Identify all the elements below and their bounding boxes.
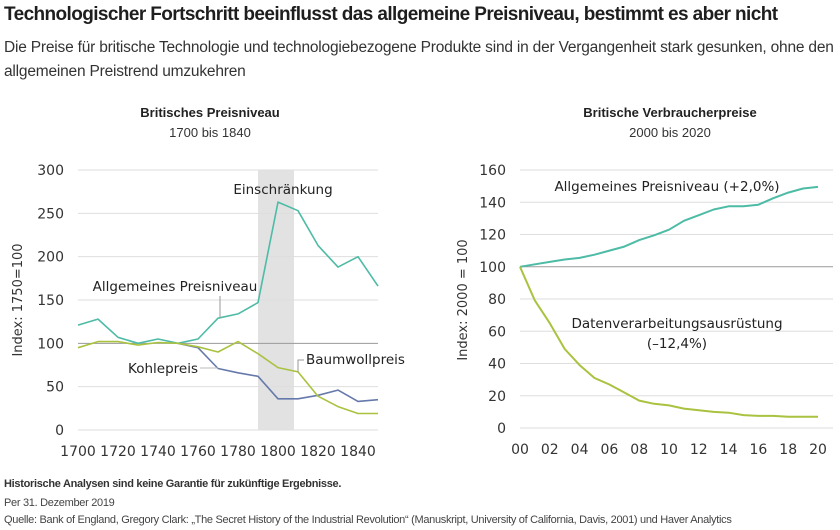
x-tick-label: 02 bbox=[541, 442, 559, 458]
footer-disclaimer: Historische Analysen sind keine Garantie… bbox=[4, 478, 342, 490]
label-data-processing-equipment: Datenverarbeitungsausrüstung bbox=[571, 316, 782, 332]
x-tick-label: 04 bbox=[571, 442, 589, 458]
x-tick-label: 20 bbox=[809, 442, 827, 458]
y-tick-label: 200 bbox=[37, 250, 64, 266]
label-restriction: Einschränkung bbox=[233, 182, 332, 198]
label-general-price-level-right: Allgemeines Preisniveau (+2,0%) bbox=[554, 179, 779, 195]
x-tick-label: 1760 bbox=[180, 444, 216, 460]
label-coal-price: Kohlepreis bbox=[128, 361, 198, 377]
y-tick-label: 150 bbox=[37, 293, 64, 309]
y-tick-label: 120 bbox=[479, 228, 506, 244]
label-general-price-level: Allgemeines Preisniveau bbox=[93, 279, 258, 295]
x-tick-label: 12 bbox=[690, 442, 708, 458]
y-tick-label: 0 bbox=[55, 423, 64, 439]
label-data-processing-change: (–12,4%) bbox=[647, 336, 707, 352]
x-tick-label: 1840 bbox=[340, 444, 376, 460]
x-tick-label: 00 bbox=[511, 442, 529, 458]
x-tick-label: 16 bbox=[749, 442, 767, 458]
x-tick-label: 1720 bbox=[100, 444, 136, 460]
y-tick-label: 60 bbox=[488, 324, 506, 340]
left-chart-subtitle: 1700 bis 1840 bbox=[169, 125, 251, 140]
x-tick-label: 18 bbox=[779, 442, 797, 458]
x-tick-label: 1740 bbox=[140, 444, 176, 460]
y-tick-label: 100 bbox=[479, 260, 506, 276]
x-tick-label: 1800 bbox=[260, 444, 296, 460]
y-tick-label: 50 bbox=[46, 380, 64, 396]
y-tick-label: 160 bbox=[479, 163, 506, 179]
right-chart: 0 20 40 60 80 100 120 140 160 00 02 04 06 08 10 12 14 16 1… bbox=[456, 163, 833, 458]
series-line-2 bbox=[77, 340, 378, 415]
y-tick-label: 80 bbox=[488, 292, 506, 308]
footer-source: Quelle: Bank of England, Gregory Clark: … bbox=[4, 514, 732, 526]
left-chart-title: Britisches Preisniveau bbox=[140, 105, 280, 120]
x-tick-label: 1780 bbox=[220, 444, 256, 460]
y-tick-label: 100 bbox=[37, 336, 64, 352]
y-tick-label: 40 bbox=[488, 357, 506, 373]
y-tick-label: 300 bbox=[37, 163, 64, 179]
x-tick-label: 06 bbox=[600, 442, 618, 458]
x-tick-label: 10 bbox=[660, 442, 678, 458]
y-axis-label: Index: 1750=100 bbox=[11, 243, 26, 356]
page-subtitle: Die Preise für britische Technologie und… bbox=[4, 39, 834, 80]
y-tick-label: 20 bbox=[488, 389, 506, 405]
x-tick-label: 1820 bbox=[300, 444, 336, 460]
y-tick-label: 140 bbox=[479, 195, 506, 211]
x-tick-label: 14 bbox=[720, 442, 738, 458]
right-chart-subtitle: 2000 bis 2020 bbox=[629, 125, 711, 140]
series-line-0 bbox=[519, 185, 819, 268]
y-tick-label: 0 bbox=[497, 421, 506, 437]
right-chart-title: Britische Verbraucherpreise bbox=[583, 105, 757, 120]
page-title: Technologischer Fortschritt beeinflusst … bbox=[4, 4, 778, 25]
label-cotton-price: Baumwollpreis bbox=[306, 352, 405, 368]
footer-date: Per 31. Dezember 2019 bbox=[4, 497, 115, 509]
x-tick-label: 08 bbox=[630, 442, 648, 458]
series-line-0 bbox=[77, 201, 379, 345]
label-leader-line bbox=[297, 359, 304, 372]
y-axis-label: Index: 2000 = 100 bbox=[456, 239, 471, 360]
x-tick-label: 1700 bbox=[60, 444, 96, 460]
y-tick-label: 250 bbox=[37, 206, 64, 222]
